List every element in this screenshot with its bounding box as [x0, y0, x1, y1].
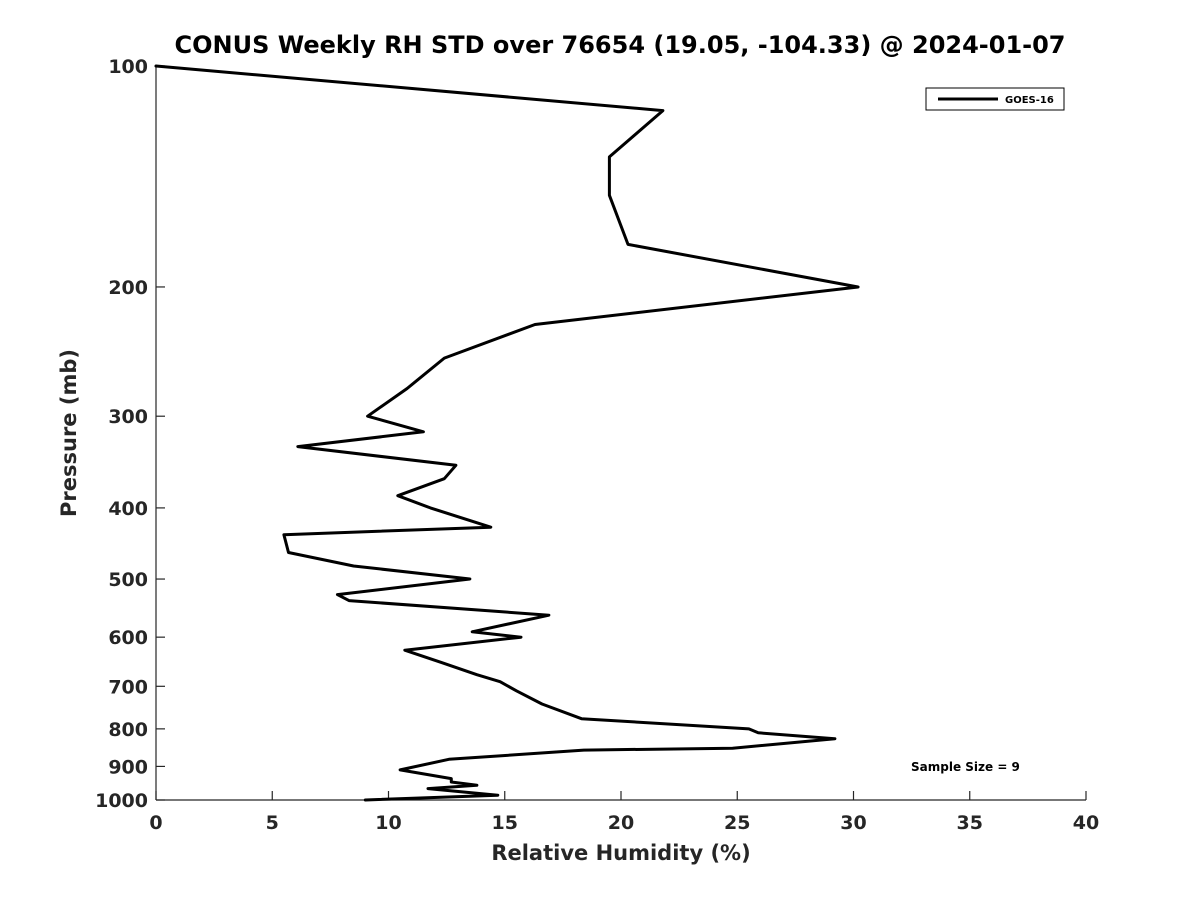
y-tick-label: 600 — [108, 627, 148, 649]
y-tick-label: 300 — [108, 406, 148, 428]
y-tick-label: 100 — [108, 56, 148, 78]
y-axis-ticks: 100 200 300 400 500 600 700 800 900 1000 — [95, 56, 165, 812]
legend-entry: GOES-16 — [1005, 95, 1054, 106]
y-tick-label: 500 — [108, 569, 148, 591]
x-tick-label: 25 — [724, 812, 750, 834]
x-tick-label: 5 — [266, 812, 279, 834]
y-tick-label: 900 — [108, 756, 148, 778]
x-tick-label: 10 — [375, 812, 401, 834]
x-tick-label: 15 — [492, 812, 518, 834]
x-tick-label: 20 — [608, 812, 634, 834]
series-line-goes-16 — [154, 64, 860, 802]
y-tick-label: 200 — [108, 277, 148, 299]
x-axis-ticks: 0 5 10 15 20 25 30 35 40 — [149, 791, 1099, 834]
x-tick-label: 40 — [1073, 812, 1099, 834]
y-tick-label: 800 — [108, 719, 148, 741]
x-tick-label: 0 — [149, 812, 162, 834]
series-points — [156, 66, 858, 800]
y-tick-label: 400 — [108, 498, 148, 520]
plot-area: 0 5 10 15 20 25 30 35 40 100 200 300 400 500 600 700 80… — [95, 56, 1099, 834]
legend: GOES-16 — [925, 87, 1065, 111]
y-axis-label: Pressure (mb) — [57, 349, 81, 517]
x-tick-label: 30 — [840, 812, 866, 834]
x-axis-label: Relative Humidity (%) — [491, 841, 750, 865]
sample-size-annotation: Sample Size = 9 — [911, 760, 1020, 774]
chart-title: CONUS Weekly RH STD over 76654 (19.05, -… — [174, 31, 1065, 59]
y-tick-label: 1000 — [95, 790, 148, 812]
y-tick-label: 700 — [108, 676, 148, 698]
x-tick-label: 35 — [957, 812, 983, 834]
